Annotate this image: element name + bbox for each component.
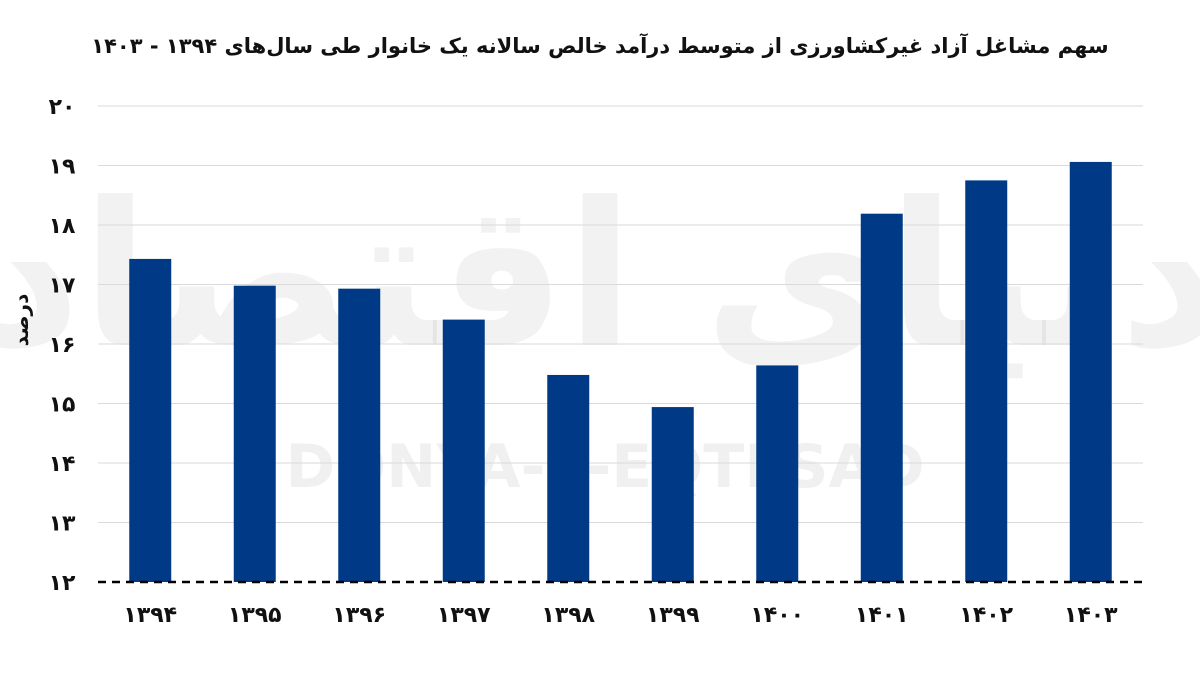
- y-axis-label: درصد: [9, 294, 33, 347]
- chart-title: سهم مشاغل آزاد غیرکشاورزی از متوسط درآمد…: [91, 34, 1109, 58]
- y-tick-label: ۱۹: [49, 155, 76, 180]
- bar: [965, 180, 1008, 582]
- y-tick-label: ۱۸: [49, 214, 76, 239]
- y-tick-label: ۱۷: [49, 274, 76, 299]
- y-tick-label: ۲۰: [49, 95, 76, 120]
- bar: [233, 285, 276, 582]
- x-tick-label: ۱۳۹۷: [437, 603, 491, 628]
- y-tick-label: ۱۴: [49, 452, 76, 477]
- x-tick-label: ۱۴۰۲: [959, 603, 1013, 628]
- bar: [338, 288, 381, 582]
- bar: [1069, 161, 1112, 582]
- y-tick-label: ۱۲: [49, 571, 76, 596]
- bar: [442, 319, 485, 582]
- bar: [547, 374, 590, 582]
- bar: [756, 365, 799, 582]
- x-tick-label: ۱۳۹۴: [123, 603, 177, 628]
- watermark: دنیای اقتصاد DONYA-E-EQTESAD: [0, 160, 1200, 502]
- y-tick-label: ۱۳: [49, 512, 76, 537]
- bar: [651, 407, 694, 582]
- bar: [860, 213, 903, 582]
- y-tick-label: ۱۵: [49, 393, 76, 418]
- x-tick-label: ۱۴۰۱: [855, 603, 909, 628]
- x-tick-label: ۱۴۰۰: [750, 603, 804, 628]
- x-tick-label: ۱۳۹۸: [541, 603, 595, 628]
- y-tick-label: ۱۶: [49, 333, 76, 358]
- axes: ۱۲ ۱۳ ۱۴ ۱۵ ۱۶ ۱۷ ۱۸ ۱۹ ۲۰ ۱۳۹۴ ۱۳۹۵ ۱۳۹۶ ۱۳۹۷ ۱۳۹۸ ۱۳…: [9, 95, 1143, 628]
- bar: [129, 258, 172, 582]
- watermark-logo: دنیای اقتصاد: [0, 160, 1200, 393]
- x-tick-label: ۱۳۹۵: [228, 603, 282, 628]
- watermark-text: DONYA-E-EQTESAD: [285, 432, 924, 502]
- bars: [129, 161, 1112, 582]
- x-tick-label: ۱۴۰۳: [1064, 603, 1118, 628]
- x-tick-label: ۱۳۹۹: [646, 603, 700, 628]
- x-tick-label: ۱۳۹۶: [332, 603, 386, 628]
